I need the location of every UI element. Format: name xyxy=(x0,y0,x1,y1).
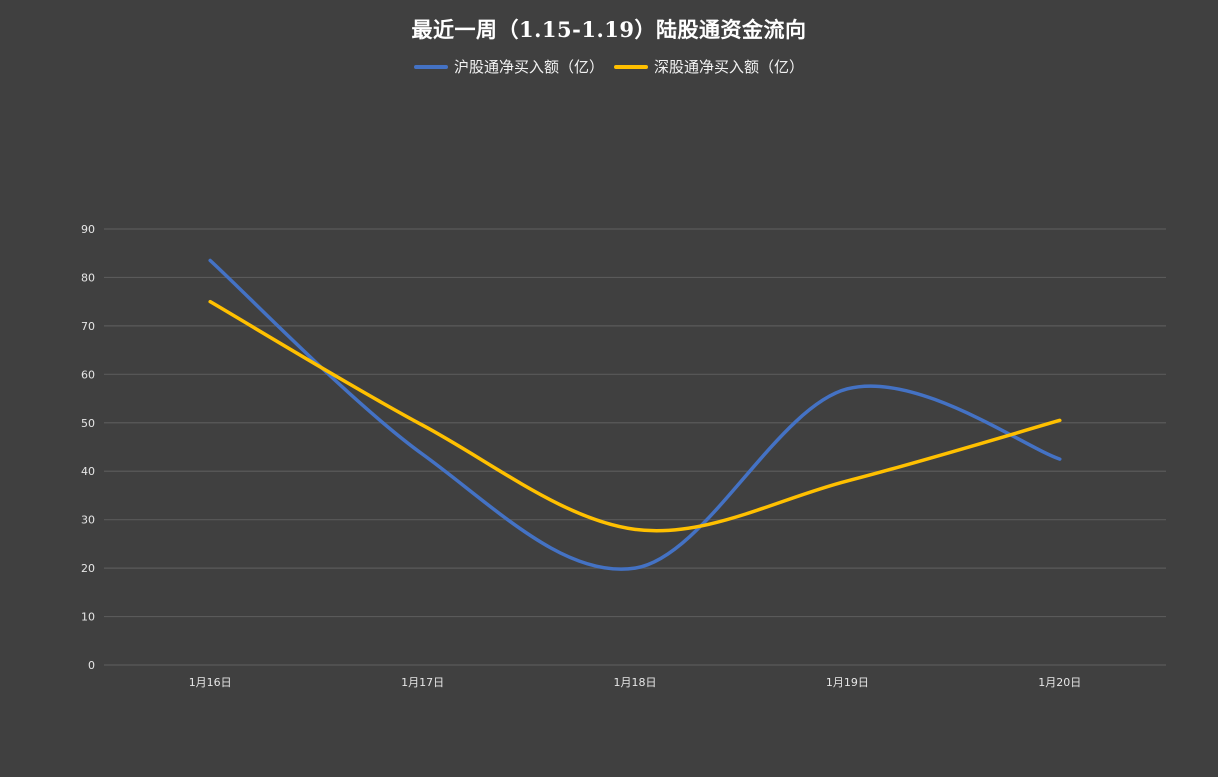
y-tick-label: 20 xyxy=(81,562,95,575)
series-lines xyxy=(208,258,1062,571)
gridlines xyxy=(104,228,1166,666)
x-tick-label: 1月16日 xyxy=(189,676,232,689)
series-line-1[interactable] xyxy=(208,299,1062,533)
series-line-0[interactable] xyxy=(208,258,1062,571)
legend-entry-sz[interactable]: 深股通净买入额（亿） xyxy=(614,56,804,77)
legend-label-sh: 沪股通净买入额（亿） xyxy=(453,58,604,76)
legend-entry-sh[interactable]: 沪股通净买入额（亿） xyxy=(413,56,604,77)
chart-title: 最近一周（1.15-1.19）陆股通资金流向 xyxy=(411,17,807,42)
y-tick-label: 70 xyxy=(81,320,95,333)
legend-swatch-sz xyxy=(614,64,648,69)
y-tick-label: 60 xyxy=(81,368,95,381)
x-tick-label: 1月20日 xyxy=(1038,676,1081,689)
y-tick-label: 0 xyxy=(88,659,95,672)
y-tick-label: 90 xyxy=(81,223,95,236)
y-tick-label: 50 xyxy=(81,417,95,430)
y-tick-label: 80 xyxy=(81,271,95,284)
x-axis-labels: 1月16日 1月17日 1月18日 1月19日 1月20日 xyxy=(189,676,1082,689)
y-tick-label: 10 xyxy=(81,611,95,624)
x-tick-label: 1月18日 xyxy=(614,676,657,689)
legend-label-sz: 深股通净买入额（亿） xyxy=(654,58,805,76)
y-tick-label: 40 xyxy=(81,465,95,478)
legend-swatch-sh xyxy=(413,64,448,69)
x-tick-label: 1月17日 xyxy=(401,676,444,689)
x-tick-label: 1月19日 xyxy=(826,676,869,689)
y-tick-label: 30 xyxy=(81,514,95,527)
legend: 沪股通净买入额（亿） 深股通净买入额（亿） xyxy=(0,56,1218,77)
y-axis-labels: 0 10 20 30 40 50 60 70 80 90 xyxy=(81,223,95,672)
